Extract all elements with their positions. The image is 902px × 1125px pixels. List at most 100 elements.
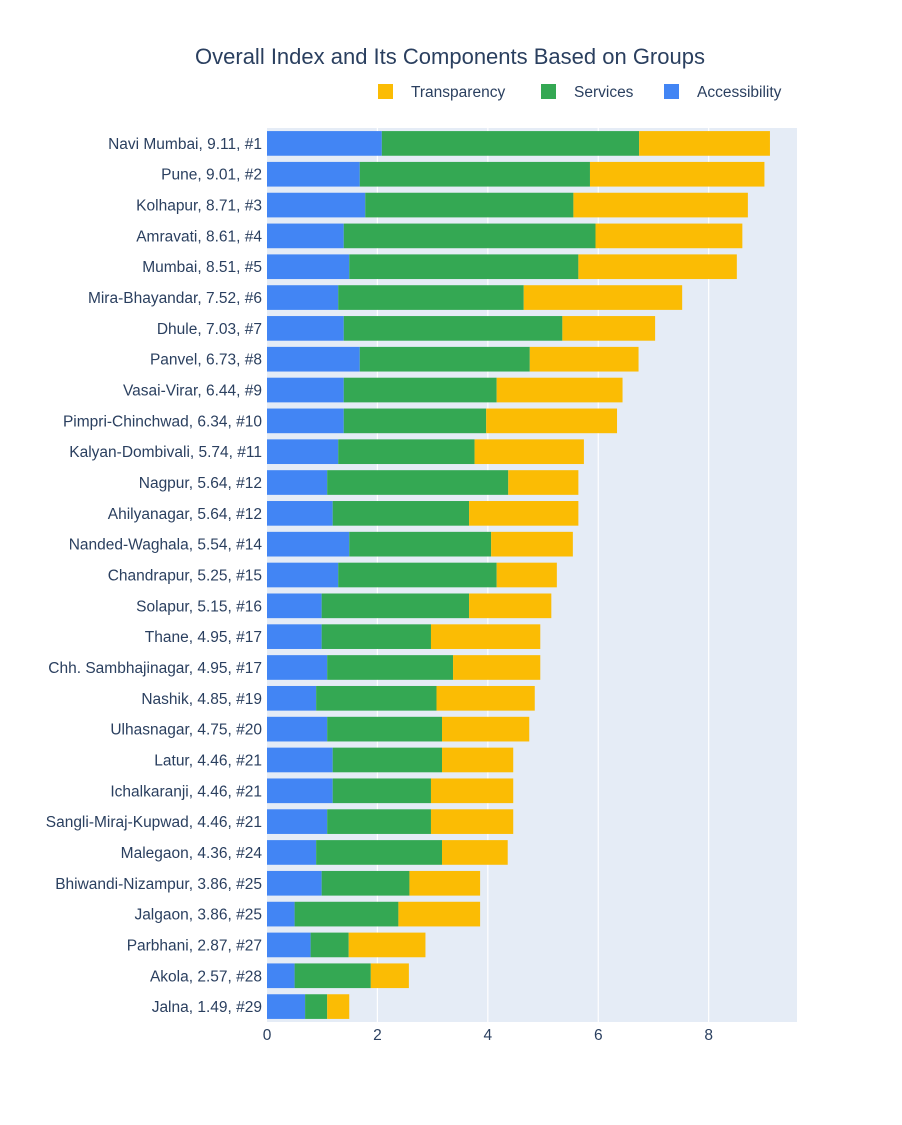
bar-accessibility-13[interactable] xyxy=(267,531,350,557)
bar-transparency-19[interactable] xyxy=(442,716,530,742)
chart-title: Overall Index and Its Components Based o… xyxy=(195,44,705,69)
bar-services-27[interactable] xyxy=(294,963,371,989)
y-tick-label: Bhiwandi-Nizampur, 3.86, #25 xyxy=(55,876,262,893)
bar-transparency-6[interactable] xyxy=(562,316,656,341)
y-tick-label: Malegaon, 4.36, #24 xyxy=(121,845,263,862)
bar-transparency-11[interactable] xyxy=(508,470,579,495)
bar-services-9[interactable] xyxy=(343,408,487,434)
bar-accessibility-1[interactable] xyxy=(267,161,360,187)
bar-transparency-17[interactable] xyxy=(453,655,541,680)
bar-services-11[interactable] xyxy=(327,470,509,495)
bar-accessibility-16[interactable] xyxy=(267,624,322,649)
bar-services-28[interactable] xyxy=(305,994,328,1019)
bar-accessibility-21[interactable] xyxy=(267,778,333,804)
bar-transparency-4[interactable] xyxy=(578,254,737,280)
bar-accessibility-11[interactable] xyxy=(267,470,328,495)
bar-accessibility-12[interactable] xyxy=(267,501,333,526)
bar-accessibility-6[interactable] xyxy=(267,316,344,341)
bar-accessibility-5[interactable] xyxy=(267,285,339,310)
bar-accessibility-28[interactable] xyxy=(267,994,306,1019)
bar-transparency-18[interactable] xyxy=(436,685,535,711)
bar-transparency-1[interactable] xyxy=(589,161,765,187)
bar-transparency-3[interactable] xyxy=(595,223,743,249)
bar-transparency-0[interactable] xyxy=(639,131,770,156)
bar-transparency-28[interactable] xyxy=(327,994,350,1019)
bar-accessibility-0[interactable] xyxy=(267,131,382,156)
bar-services-16[interactable] xyxy=(321,624,431,649)
bar-transparency-10[interactable] xyxy=(474,439,584,465)
bar-services-2[interactable] xyxy=(365,192,574,218)
y-tick-label: Pune, 9.01, #2 xyxy=(161,167,262,184)
bar-services-3[interactable] xyxy=(343,223,596,249)
bar-services-0[interactable] xyxy=(381,131,640,156)
legend-swatch xyxy=(541,84,556,99)
legend-item-services[interactable]: Services xyxy=(541,84,634,101)
bar-accessibility-14[interactable] xyxy=(267,562,339,588)
bar-services-19[interactable] xyxy=(327,716,443,742)
bar-accessibility-20[interactable] xyxy=(267,747,333,773)
bar-transparency-9[interactable] xyxy=(486,408,618,434)
bar-services-15[interactable] xyxy=(321,593,470,619)
bar-transparency-8[interactable] xyxy=(496,377,623,403)
bar-services-20[interactable] xyxy=(332,747,443,773)
legend-item-transparency[interactable]: Transparency xyxy=(378,84,505,101)
bar-accessibility-19[interactable] xyxy=(267,716,328,742)
bar-accessibility-25[interactable] xyxy=(267,901,295,927)
bar-services-10[interactable] xyxy=(338,439,475,465)
bar-accessibility-22[interactable] xyxy=(267,809,328,834)
bar-transparency-27[interactable] xyxy=(370,963,409,989)
bar-transparency-5[interactable] xyxy=(523,285,683,310)
bar-transparency-12[interactable] xyxy=(469,501,579,526)
bar-services-7[interactable] xyxy=(359,346,530,372)
bar-services-25[interactable] xyxy=(294,901,399,927)
y-tick-label: Navi Mumbai, 9.11, #1 xyxy=(108,136,262,153)
bar-accessibility-10[interactable] xyxy=(267,439,339,465)
bar-services-22[interactable] xyxy=(327,809,431,834)
bar-accessibility-3[interactable] xyxy=(267,223,344,249)
bar-services-24[interactable] xyxy=(321,870,410,896)
bar-services-21[interactable] xyxy=(332,778,431,804)
bar-accessibility-9[interactable] xyxy=(267,408,344,434)
bar-accessibility-23[interactable] xyxy=(267,840,317,865)
bar-transparency-2[interactable] xyxy=(573,192,748,218)
bar-services-8[interactable] xyxy=(343,377,497,403)
legend-item-accessibility[interactable]: Accessibility xyxy=(664,84,782,101)
bar-accessibility-17[interactable] xyxy=(267,655,328,680)
x-axis-ticks: 0 2 4 6 8 xyxy=(263,1027,713,1044)
bar-transparency-20[interactable] xyxy=(442,747,514,773)
bar-accessibility-26[interactable] xyxy=(267,932,311,958)
bar-services-4[interactable] xyxy=(349,254,579,280)
bar-services-23[interactable] xyxy=(316,840,443,865)
bar-transparency-21[interactable] xyxy=(430,778,514,804)
bar-accessibility-27[interactable] xyxy=(267,963,295,989)
bar-services-18[interactable] xyxy=(316,685,437,711)
bar-transparency-13[interactable] xyxy=(491,531,573,557)
bar-accessibility-24[interactable] xyxy=(267,870,322,896)
bar-services-1[interactable] xyxy=(359,161,590,187)
bar-transparency-26[interactable] xyxy=(348,932,426,958)
bar-services-6[interactable] xyxy=(343,316,563,341)
bar-transparency-25[interactable] xyxy=(398,901,481,927)
bar-transparency-15[interactable] xyxy=(469,593,552,619)
bar-transparency-23[interactable] xyxy=(442,840,508,865)
bar-accessibility-15[interactable] xyxy=(267,593,322,619)
bar-services-12[interactable] xyxy=(332,501,470,526)
bar-services-26[interactable] xyxy=(310,932,349,958)
bar-transparency-22[interactable] xyxy=(430,809,514,834)
y-tick-label: Ulhasnagar, 4.75, #20 xyxy=(110,722,262,739)
bar-accessibility-18[interactable] xyxy=(267,685,317,711)
bar-services-17[interactable] xyxy=(327,655,454,680)
bar-transparency-7[interactable] xyxy=(529,346,639,372)
bar-services-14[interactable] xyxy=(338,562,497,588)
legend[interactable]: Transparency Services Accessibility xyxy=(378,84,782,101)
bar-accessibility-4[interactable] xyxy=(267,254,350,280)
bar-transparency-16[interactable] xyxy=(430,624,541,649)
bar-accessibility-2[interactable] xyxy=(267,192,366,218)
bar-services-13[interactable] xyxy=(349,531,492,557)
bar-accessibility-7[interactable] xyxy=(267,346,360,372)
bar-transparency-24[interactable] xyxy=(409,870,481,896)
bar-transparency-14[interactable] xyxy=(496,562,557,588)
bar-accessibility-8[interactable] xyxy=(267,377,344,403)
bar-services-5[interactable] xyxy=(338,285,524,310)
